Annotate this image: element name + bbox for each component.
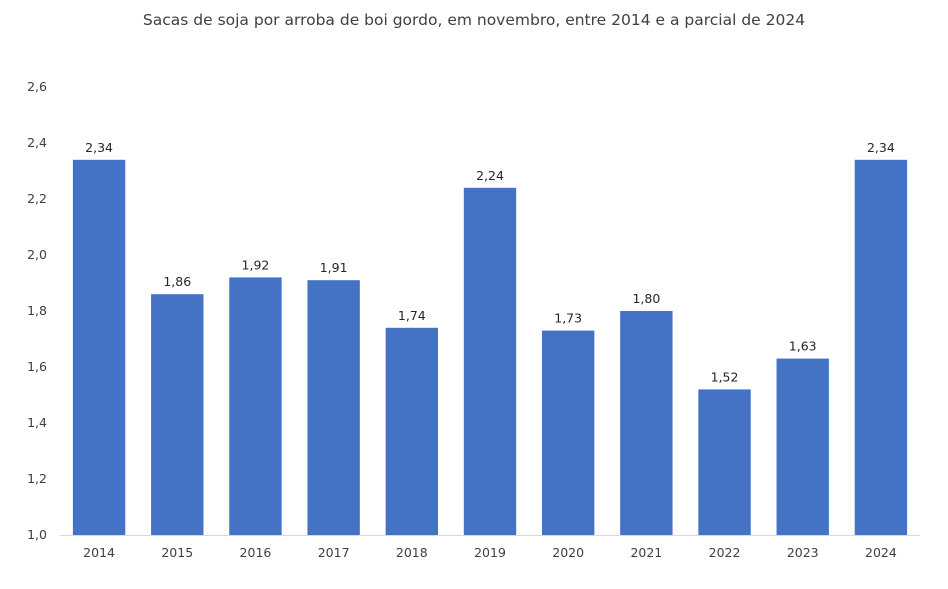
data-label: 2,24 [476,168,504,183]
bar [541,330,595,535]
x-axis: 2014 2015 2016 2017 2018 2019 2020 2021 2022 2023… [60,535,920,560]
data-label: 1,80 [632,291,660,306]
x-tick-label: 2014 [83,545,115,560]
y-tick-label: 2,6 [27,79,47,94]
x-tick-label: 2019 [474,545,506,560]
x-tick-label: 2020 [552,545,584,560]
x-tick-label: 2022 [709,545,741,560]
data-label: 1,92 [242,257,270,272]
x-tick-label: 2016 [240,545,272,560]
bar [151,294,204,535]
data-labels-group: 2,34 1,86 1,92 1,91 1,74 2,24 1,73 1,80 1,52 1,63… [85,140,895,385]
data-label: 1,86 [163,274,191,289]
bar [307,280,360,535]
bar [385,327,439,535]
y-tick-label: 1,4 [27,415,47,430]
y-tick-label: 1,2 [27,471,47,486]
y-axis: 1,0 1,2 1,4 1,6 1,8 2,0 2,2 2,4 2,6 [27,79,47,542]
x-tick-label: 2021 [630,545,662,560]
data-label: 1,52 [711,369,739,384]
y-tick-label: 1,6 [27,359,47,374]
x-tick-label: 2018 [396,545,428,560]
y-tick-label: 1,8 [27,303,47,318]
y-tick-label: 2,4 [27,135,47,150]
data-label: 1,91 [320,260,348,275]
bar [229,277,282,535]
y-tick-label: 2,2 [27,191,47,206]
x-tick-label: 2023 [787,545,819,560]
bar [620,311,673,535]
bar [698,389,751,535]
bar [776,358,829,535]
y-tick-label: 1,0 [27,527,47,542]
x-tick-label: 2015 [161,545,193,560]
chart-title: Sacas de soja por arroba de boi gordo, e… [143,11,805,29]
y-tick-label: 2,0 [27,247,47,262]
bar [854,159,908,536]
bar [463,187,517,536]
x-tick-label: 2017 [318,545,350,560]
x-tick-label: 2024 [865,545,897,560]
data-label: 1,74 [398,308,426,323]
data-label: 2,34 [867,140,895,155]
data-label: 1,63 [789,339,817,354]
bars-group [72,159,908,536]
bar [72,159,126,536]
data-label: 1,73 [554,311,582,326]
data-label: 2,34 [85,140,113,155]
